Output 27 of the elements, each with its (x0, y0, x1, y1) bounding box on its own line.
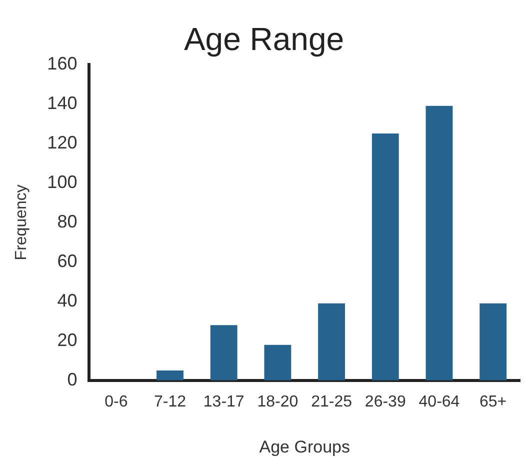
bar (426, 106, 453, 380)
x-tick-label: 65+ (480, 393, 507, 410)
x-axis-title: Age Groups (259, 437, 350, 456)
y-tick-label: 100 (47, 172, 78, 192)
bar (372, 134, 399, 380)
y-tick-label: 20 (57, 330, 78, 350)
y-axis-title: Frequency (13, 184, 30, 260)
y-tick-label: 160 (47, 53, 78, 74)
bar (210, 325, 238, 380)
x-tick-label: 0-6 (104, 393, 128, 410)
chart-title: Age Range (184, 21, 344, 58)
x-tick-label: 18-20 (257, 393, 298, 410)
bar (318, 303, 345, 380)
x-tick-label: 40-64 (418, 393, 460, 410)
y-tick-label: 0 (67, 369, 78, 390)
bar (480, 303, 507, 380)
x-tick-label: 13-17 (203, 393, 244, 410)
bar (156, 370, 184, 380)
y-tick-label: 120 (47, 132, 78, 152)
y-tick-label: 40 (57, 290, 78, 310)
y-tick-label: 140 (47, 92, 78, 113)
x-tick-label: 21-25 (311, 393, 352, 410)
y-tick-label: 80 (57, 211, 78, 232)
x-tick-label: 26-39 (364, 393, 406, 410)
bar (264, 344, 292, 380)
x-tick-label: 7-12 (154, 393, 186, 410)
y-tick-label: 60 (57, 250, 78, 271)
